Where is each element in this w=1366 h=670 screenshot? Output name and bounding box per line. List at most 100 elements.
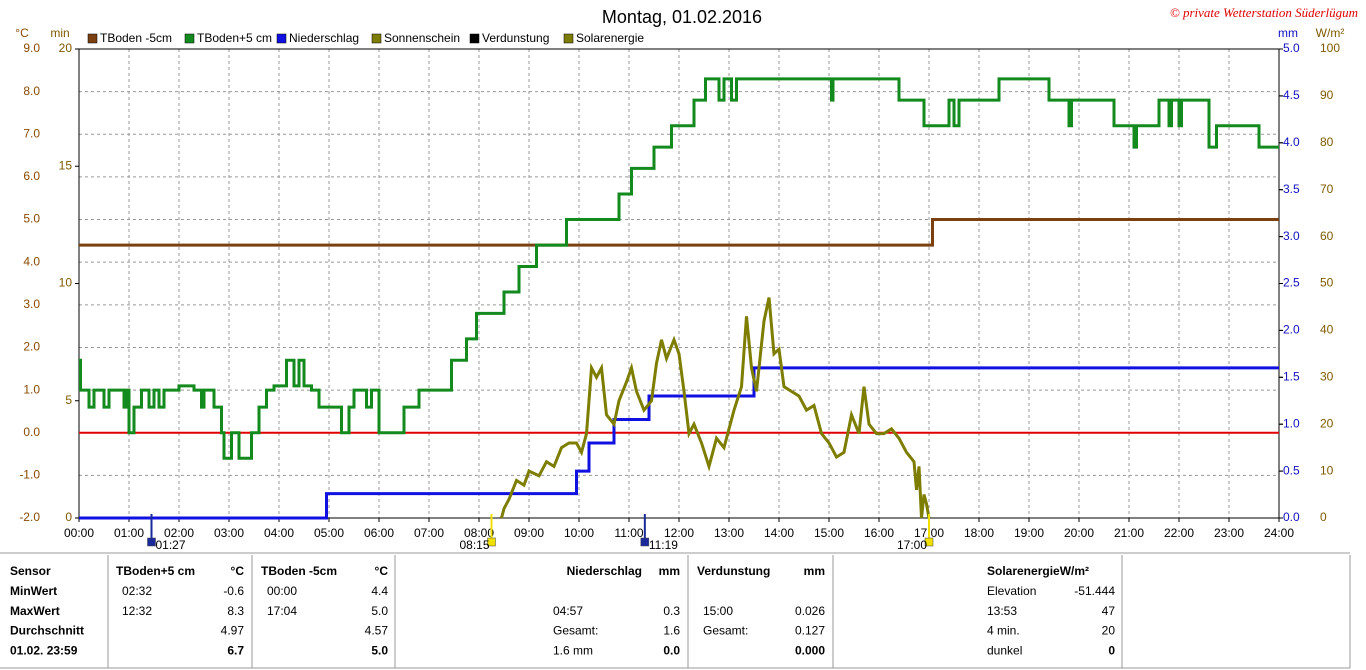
y-tick-label: 7.0 xyxy=(23,126,40,140)
legend-swatch xyxy=(87,33,98,44)
marker-label: 17:00 xyxy=(897,538,927,552)
x-tick-label: 14:00 xyxy=(764,526,794,540)
table-cell: -0.6 xyxy=(223,584,244,598)
table-cell: MinWert xyxy=(10,584,57,598)
y-tick-label: 4.5 xyxy=(1283,88,1300,102)
table-cell: 13:53 xyxy=(987,604,1017,618)
x-tick-label: 06:00 xyxy=(364,526,394,540)
y-tick-label: -1.0 xyxy=(19,468,40,482)
table-cell: -51.444 xyxy=(1074,584,1115,598)
marker-label: 01:27 xyxy=(156,538,186,552)
series-line xyxy=(79,218,1279,247)
y-tick-label: 50 xyxy=(1320,276,1334,290)
y-tick-label: 60 xyxy=(1320,229,1334,243)
table-cell: 0 xyxy=(1108,643,1115,657)
table-cell: 04:57 xyxy=(553,604,583,618)
y-tick-label: 80 xyxy=(1320,135,1334,149)
table-cell: 4.57 xyxy=(365,624,389,638)
table-header: SolarenergieW/m² xyxy=(987,564,1089,578)
table-header: Niederschlag xyxy=(567,564,642,578)
legend-swatch xyxy=(276,33,287,44)
y-tick-label: 1.0 xyxy=(1283,416,1300,430)
legend-swatch xyxy=(563,33,574,44)
table-cell: 4.4 xyxy=(371,584,388,598)
y-tick-label: 4.0 xyxy=(1283,135,1300,149)
y-tick-label: 2.0 xyxy=(23,340,40,354)
table-cell: Gesamt: xyxy=(703,624,748,638)
y-tick-label: 9.0 xyxy=(23,41,40,55)
table-cell: 1.6 xyxy=(663,624,680,638)
y-tick-label: 10 xyxy=(1320,463,1334,477)
x-tick-label: 04:00 xyxy=(264,526,294,540)
x-tick-label: 12:00 xyxy=(664,526,694,540)
table-cell: Elevation xyxy=(987,584,1036,598)
table-cell: 0.026 xyxy=(795,604,825,618)
y-tick-label: 5 xyxy=(65,393,72,407)
x-tick-label: 16:00 xyxy=(864,526,894,540)
y-tick-label: 20 xyxy=(59,41,73,55)
y3-axis-unit: min xyxy=(50,26,69,40)
table-cell: 4 min. xyxy=(987,624,1020,638)
y-tick-label: 0.0 xyxy=(23,425,40,439)
x-tick-label: 03:00 xyxy=(214,526,244,540)
y-tick-label: 70 xyxy=(1320,182,1334,196)
x-tick-label: 24:00 xyxy=(1264,526,1294,540)
table-cell: 20 xyxy=(1102,624,1116,638)
y-axis-unit: °C xyxy=(15,26,29,40)
x-tick-label: 23:00 xyxy=(1214,526,1244,540)
y-tick-label: 0.0 xyxy=(1283,510,1300,524)
x-tick-label: 01:00 xyxy=(114,526,144,540)
y-tick-label: 20 xyxy=(1320,416,1334,430)
y-tick-label: 0 xyxy=(1320,510,1327,524)
y-tick-label: 1.5 xyxy=(1283,369,1300,383)
y-tick-label: 1.0 xyxy=(23,382,40,396)
table-cell: 12:32 xyxy=(122,604,152,618)
table-cell: 8.3 xyxy=(227,604,244,618)
y-tick-label: 6.0 xyxy=(23,169,40,183)
table-cell: 1.6 mm xyxy=(553,643,593,657)
series-line xyxy=(79,366,1279,520)
legend-swatch xyxy=(469,33,480,44)
x-tick-label: 20:00 xyxy=(1064,526,1094,540)
x-tick-label: 15:00 xyxy=(814,526,844,540)
y-tick-label: 3.5 xyxy=(1283,182,1300,196)
table-cell: Gesamt: xyxy=(553,624,598,638)
legend-swatch xyxy=(371,33,382,44)
y-tick-label: 40 xyxy=(1320,323,1334,337)
copyright: © private Wetterstation Süderlügum xyxy=(1170,5,1358,20)
table-cell: 6.7 xyxy=(227,643,244,657)
table-header: TBoden -5cm xyxy=(261,564,337,578)
table-frame xyxy=(0,552,1351,669)
x-tick-label: 18:00 xyxy=(964,526,994,540)
x-tick-label: 11:00 xyxy=(614,526,643,540)
x-tick-label: 10:00 xyxy=(564,526,594,540)
table-header: °C xyxy=(231,564,245,578)
marker-label: 08:15 xyxy=(459,538,489,552)
y-tick-label: 2.0 xyxy=(1283,323,1300,337)
chart-title: Montag, 01.02.2016 xyxy=(602,7,762,27)
x-tick-label: 02:00 xyxy=(164,526,194,540)
grid xyxy=(78,48,1280,519)
y-tick-label: 10 xyxy=(59,276,73,290)
y-tick-label: 15 xyxy=(59,158,73,172)
y-tick-label: 0.5 xyxy=(1283,463,1300,477)
table-cell: 02:32 xyxy=(122,584,152,598)
legend-label: Sonnenschein xyxy=(384,31,460,45)
table-cell: 0.0 xyxy=(663,643,680,657)
y-tick-label: 0 xyxy=(65,510,72,524)
x-tick-label: 05:00 xyxy=(314,526,344,540)
table-header: Verdunstung xyxy=(697,564,770,578)
table-cell: 0.000 xyxy=(795,643,825,657)
y-tick-label: 3.0 xyxy=(23,297,40,311)
y-tick-label: 5.0 xyxy=(1283,41,1300,55)
marker-icon xyxy=(924,537,934,547)
table-header: TBoden+5 cm xyxy=(116,564,195,578)
series-line xyxy=(79,77,1279,460)
y-tick-label: 8.0 xyxy=(23,84,40,98)
table-cell: 5.0 xyxy=(371,643,388,657)
table-cell: 17:04 xyxy=(267,604,297,618)
x-tick-label: 08:00 xyxy=(464,526,494,540)
legend-label: Solarenergie xyxy=(576,31,644,45)
marker-label: 11:19 xyxy=(649,538,678,552)
table-cell: Durchschnitt xyxy=(10,624,84,638)
